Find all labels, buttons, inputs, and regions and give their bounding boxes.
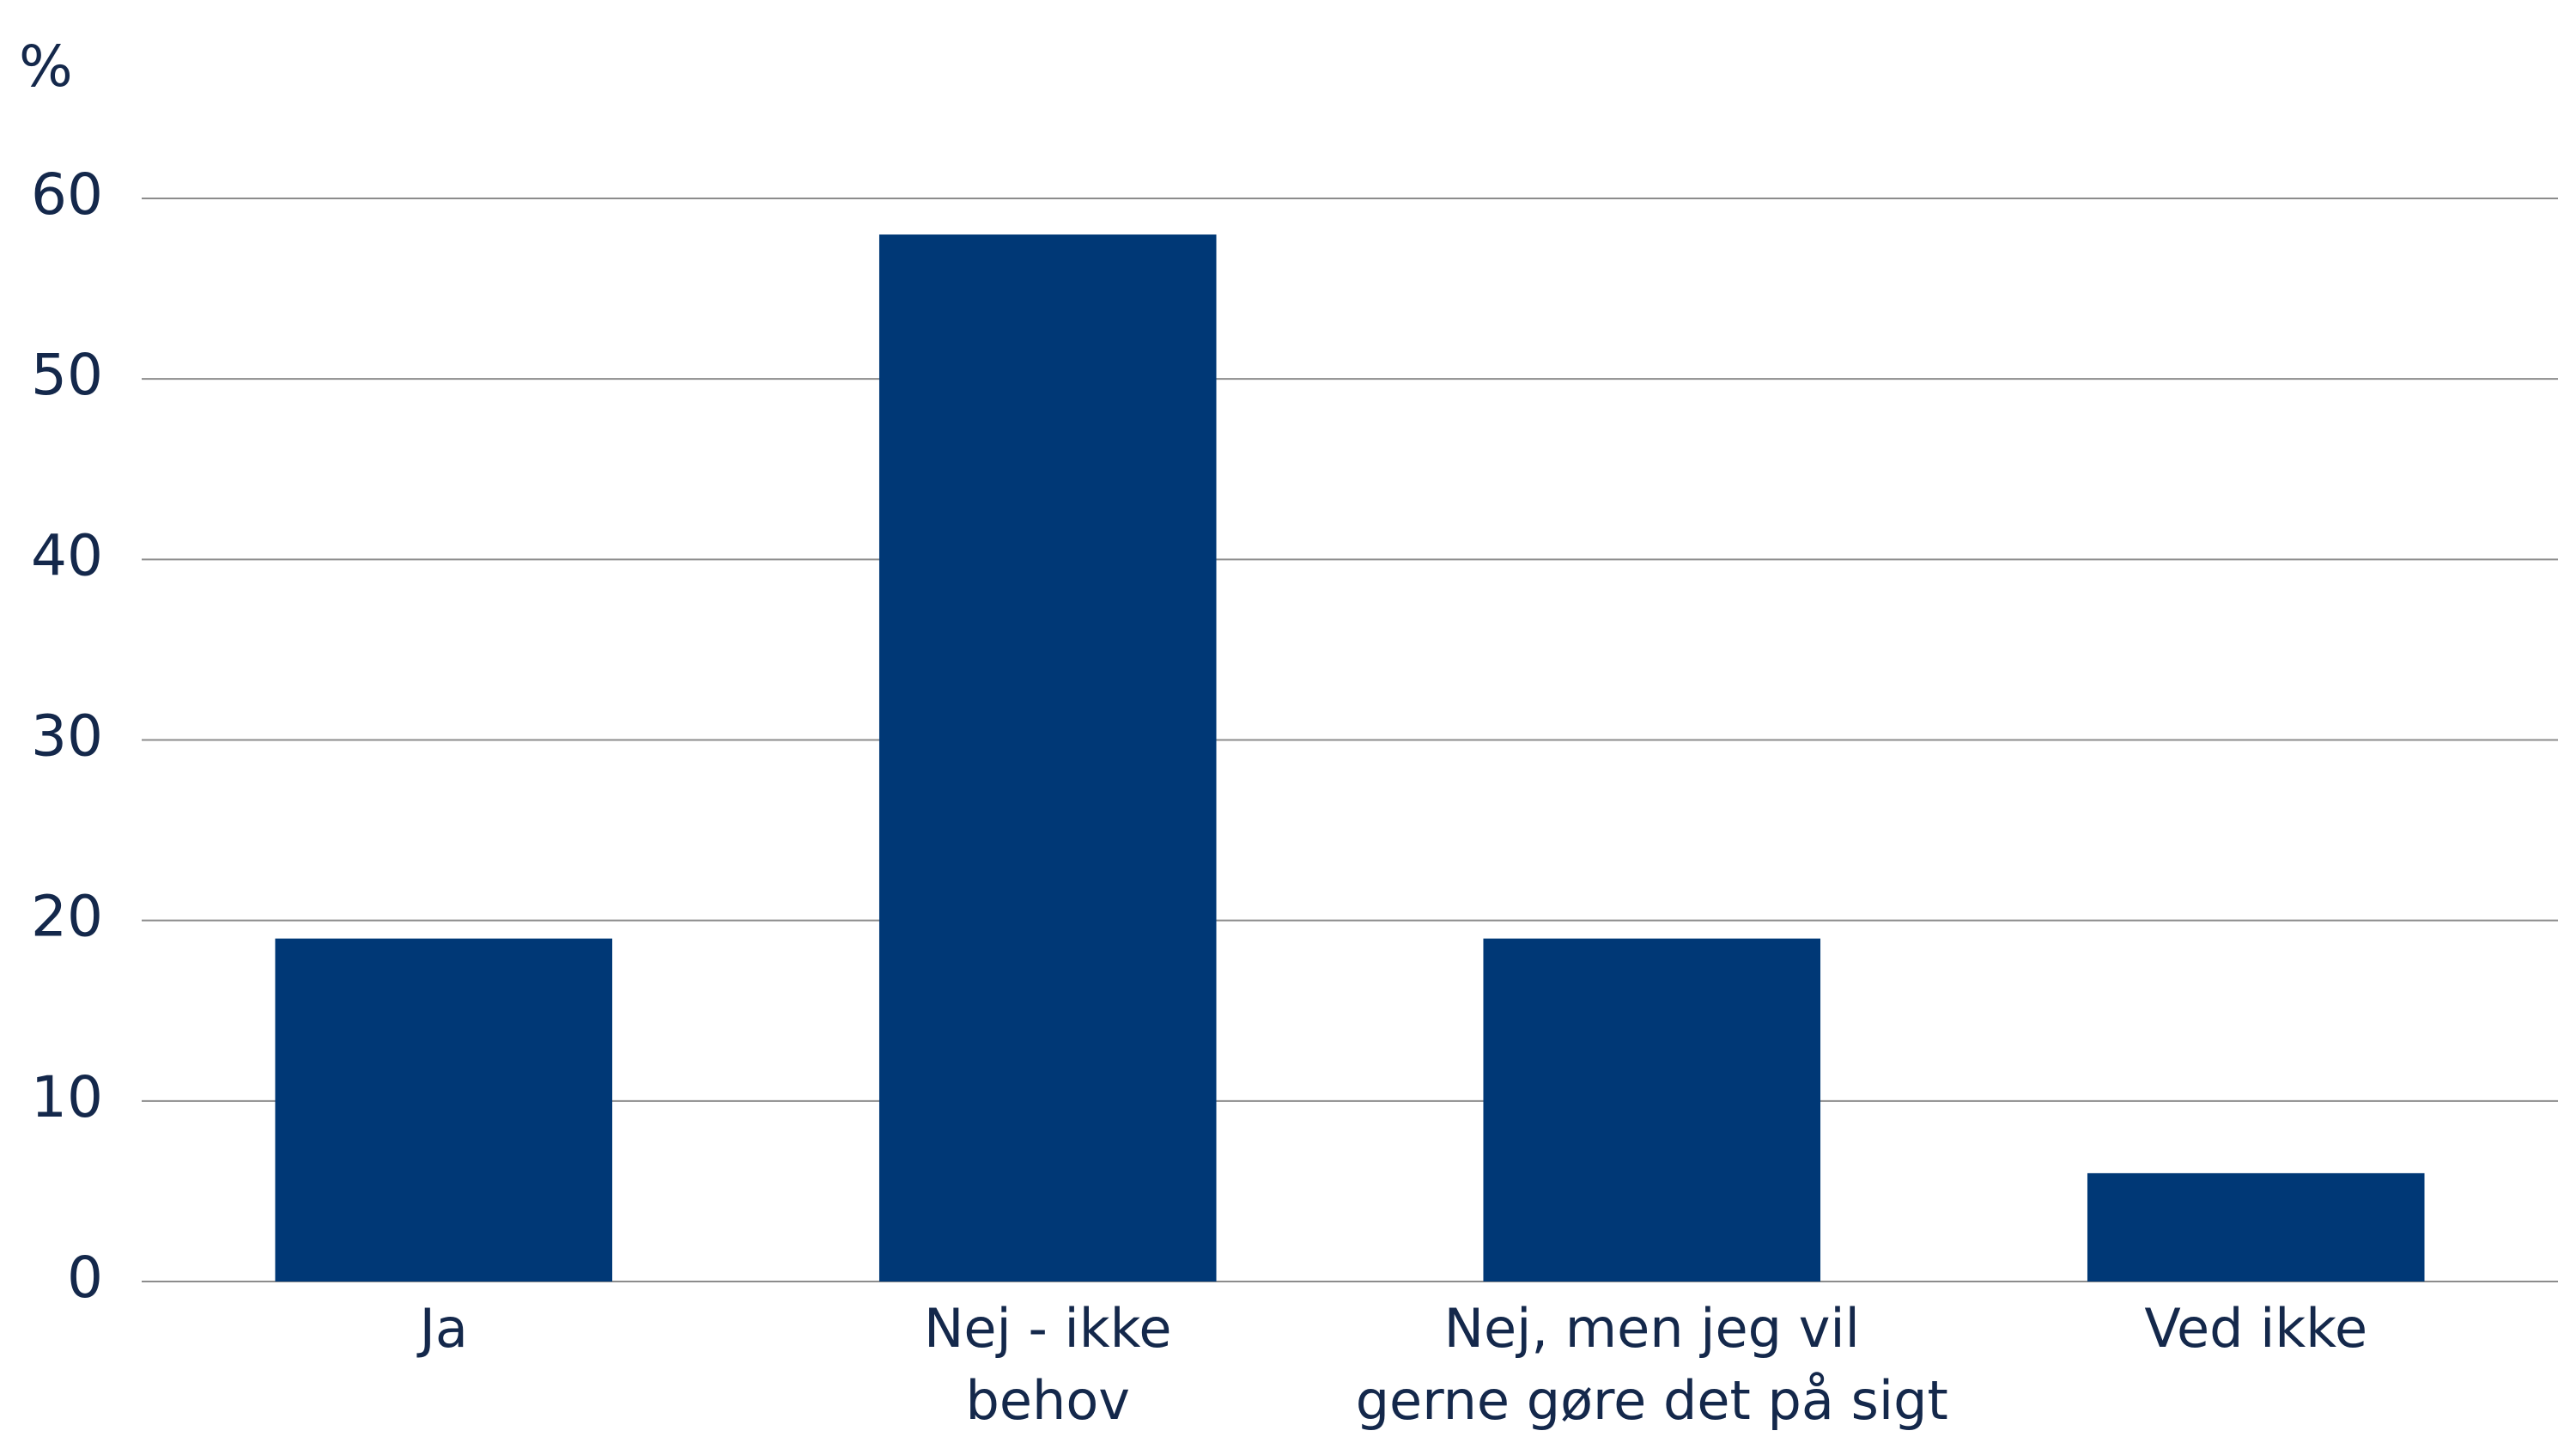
bar <box>1483 938 1821 1282</box>
bar <box>275 938 613 1282</box>
bar <box>878 234 1217 1282</box>
bar <box>2087 1172 2425 1282</box>
y-tick-label: 50 <box>31 342 103 408</box>
y-tick-label: 40 <box>31 522 103 588</box>
y-tick-label: 0 <box>67 1245 103 1311</box>
x-tick-label: Ja <box>419 1297 468 1360</box>
x-tick-label: Nej - ikke behov <box>923 1297 1172 1432</box>
y-axis-label: % <box>19 33 73 100</box>
y-tick-label: 30 <box>31 703 103 770</box>
y-tick-label: 10 <box>31 1064 103 1130</box>
x-tick-label: Ved ikke <box>2144 1297 2368 1360</box>
x-tick-label: Nej, men jeg vil gerne gøre det på sigt <box>1355 1297 1948 1432</box>
y-tick-label: 60 <box>31 161 103 228</box>
y-tick-label: 20 <box>31 884 103 950</box>
